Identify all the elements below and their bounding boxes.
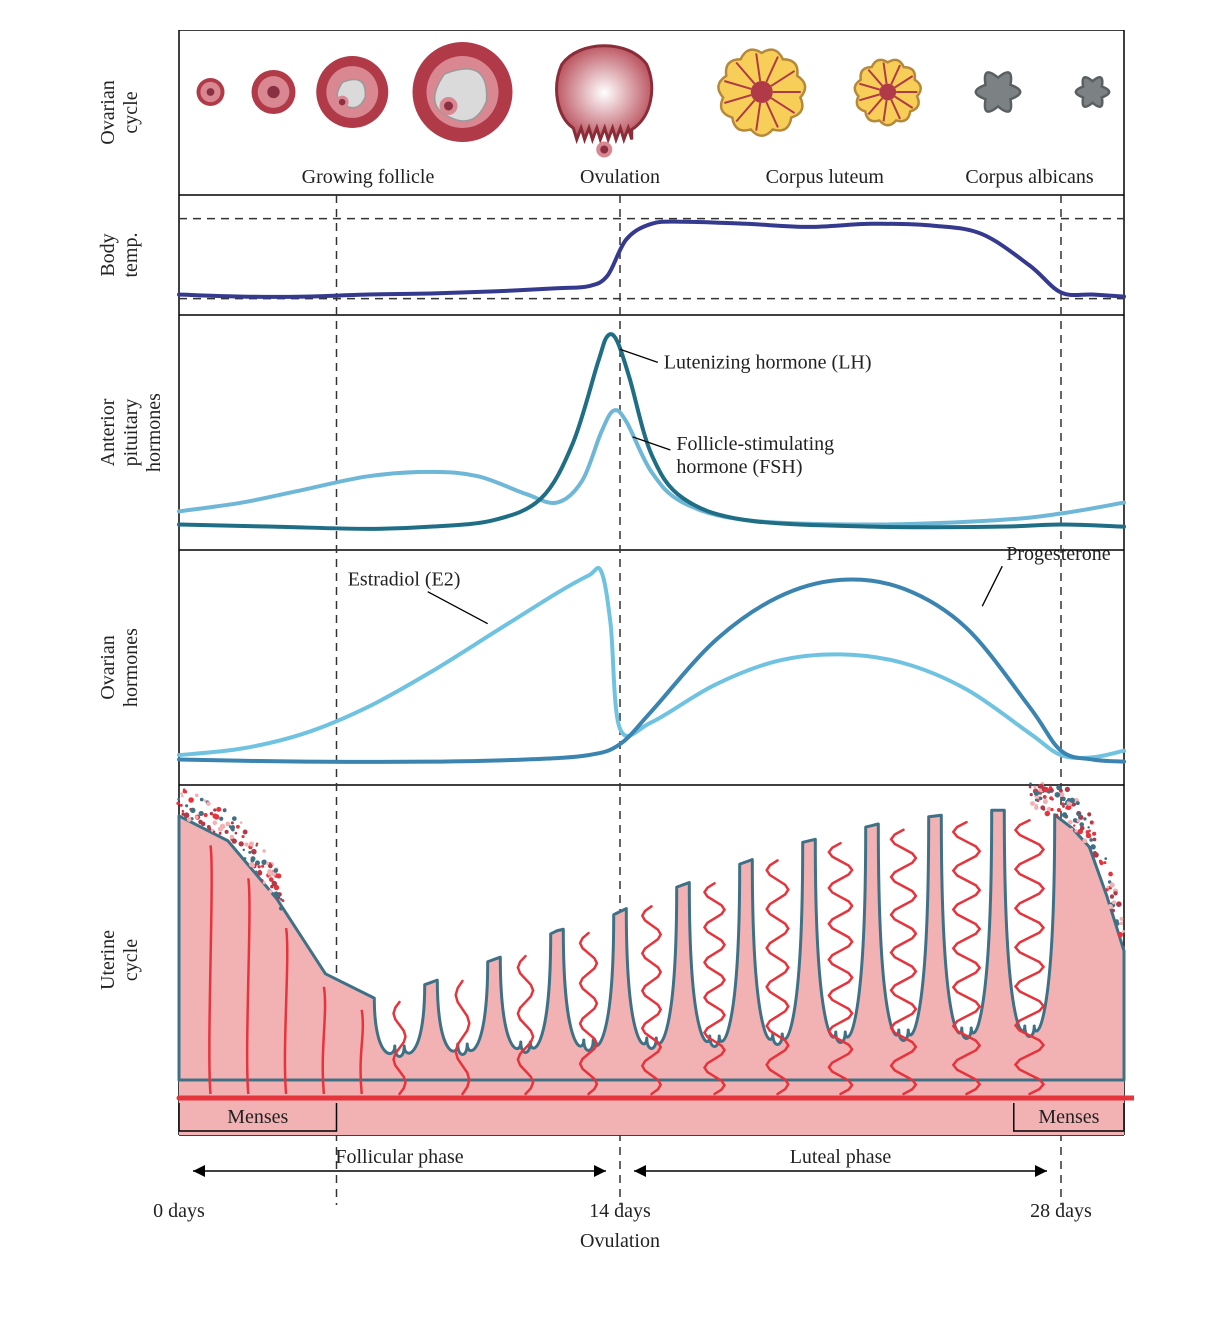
lh-label: Lutenizing hormone (LH) [664,351,872,373]
body-temp-line [179,222,1124,297]
lh-line [179,334,1124,529]
ovarian-stage-label: Corpus luteum [766,166,885,188]
uterine-label: Uterinecycle [97,930,142,990]
ovarian-stage-label: Corpus albicans [965,166,1094,188]
uterine-panel [176,782,1134,1135]
x-tick-label: 14 days [589,1200,651,1222]
progesterone-line [179,579,1124,761]
phase-arrow-label: Follicular phase [335,1146,463,1168]
fsh-label: Follicle-stimulatinghormone (FSH) [676,433,834,478]
ovulation-axis-label: Ovulation [580,1230,660,1252]
ovarian-stage-label: Ovulation [580,166,660,188]
prog-label: Progesterone [1006,543,1111,565]
ovarian-cycle-icons [197,42,1110,158]
fsh-line [179,410,1124,524]
pituitary-label: Anteriorpituitaryhormones [97,393,165,472]
ovarian_cycle-label: Ovariancycle [97,80,142,144]
menses-label: Menses [1038,1106,1099,1128]
body_temp-label: Bodytemp. [97,233,142,278]
e2-label: Estradiol (E2) [348,569,461,591]
ovarian_horm-label: Ovarianhormones [97,628,142,707]
estradiol-line [179,568,1124,758]
x-tick-label: 28 days [1030,1200,1092,1222]
menses-label: Menses [227,1106,288,1128]
x-tick-label: 0 days [153,1200,205,1222]
ovarian-stage-label: Growing follicle [302,166,435,188]
phase-arrow-label: Luteal phase [790,1146,892,1168]
